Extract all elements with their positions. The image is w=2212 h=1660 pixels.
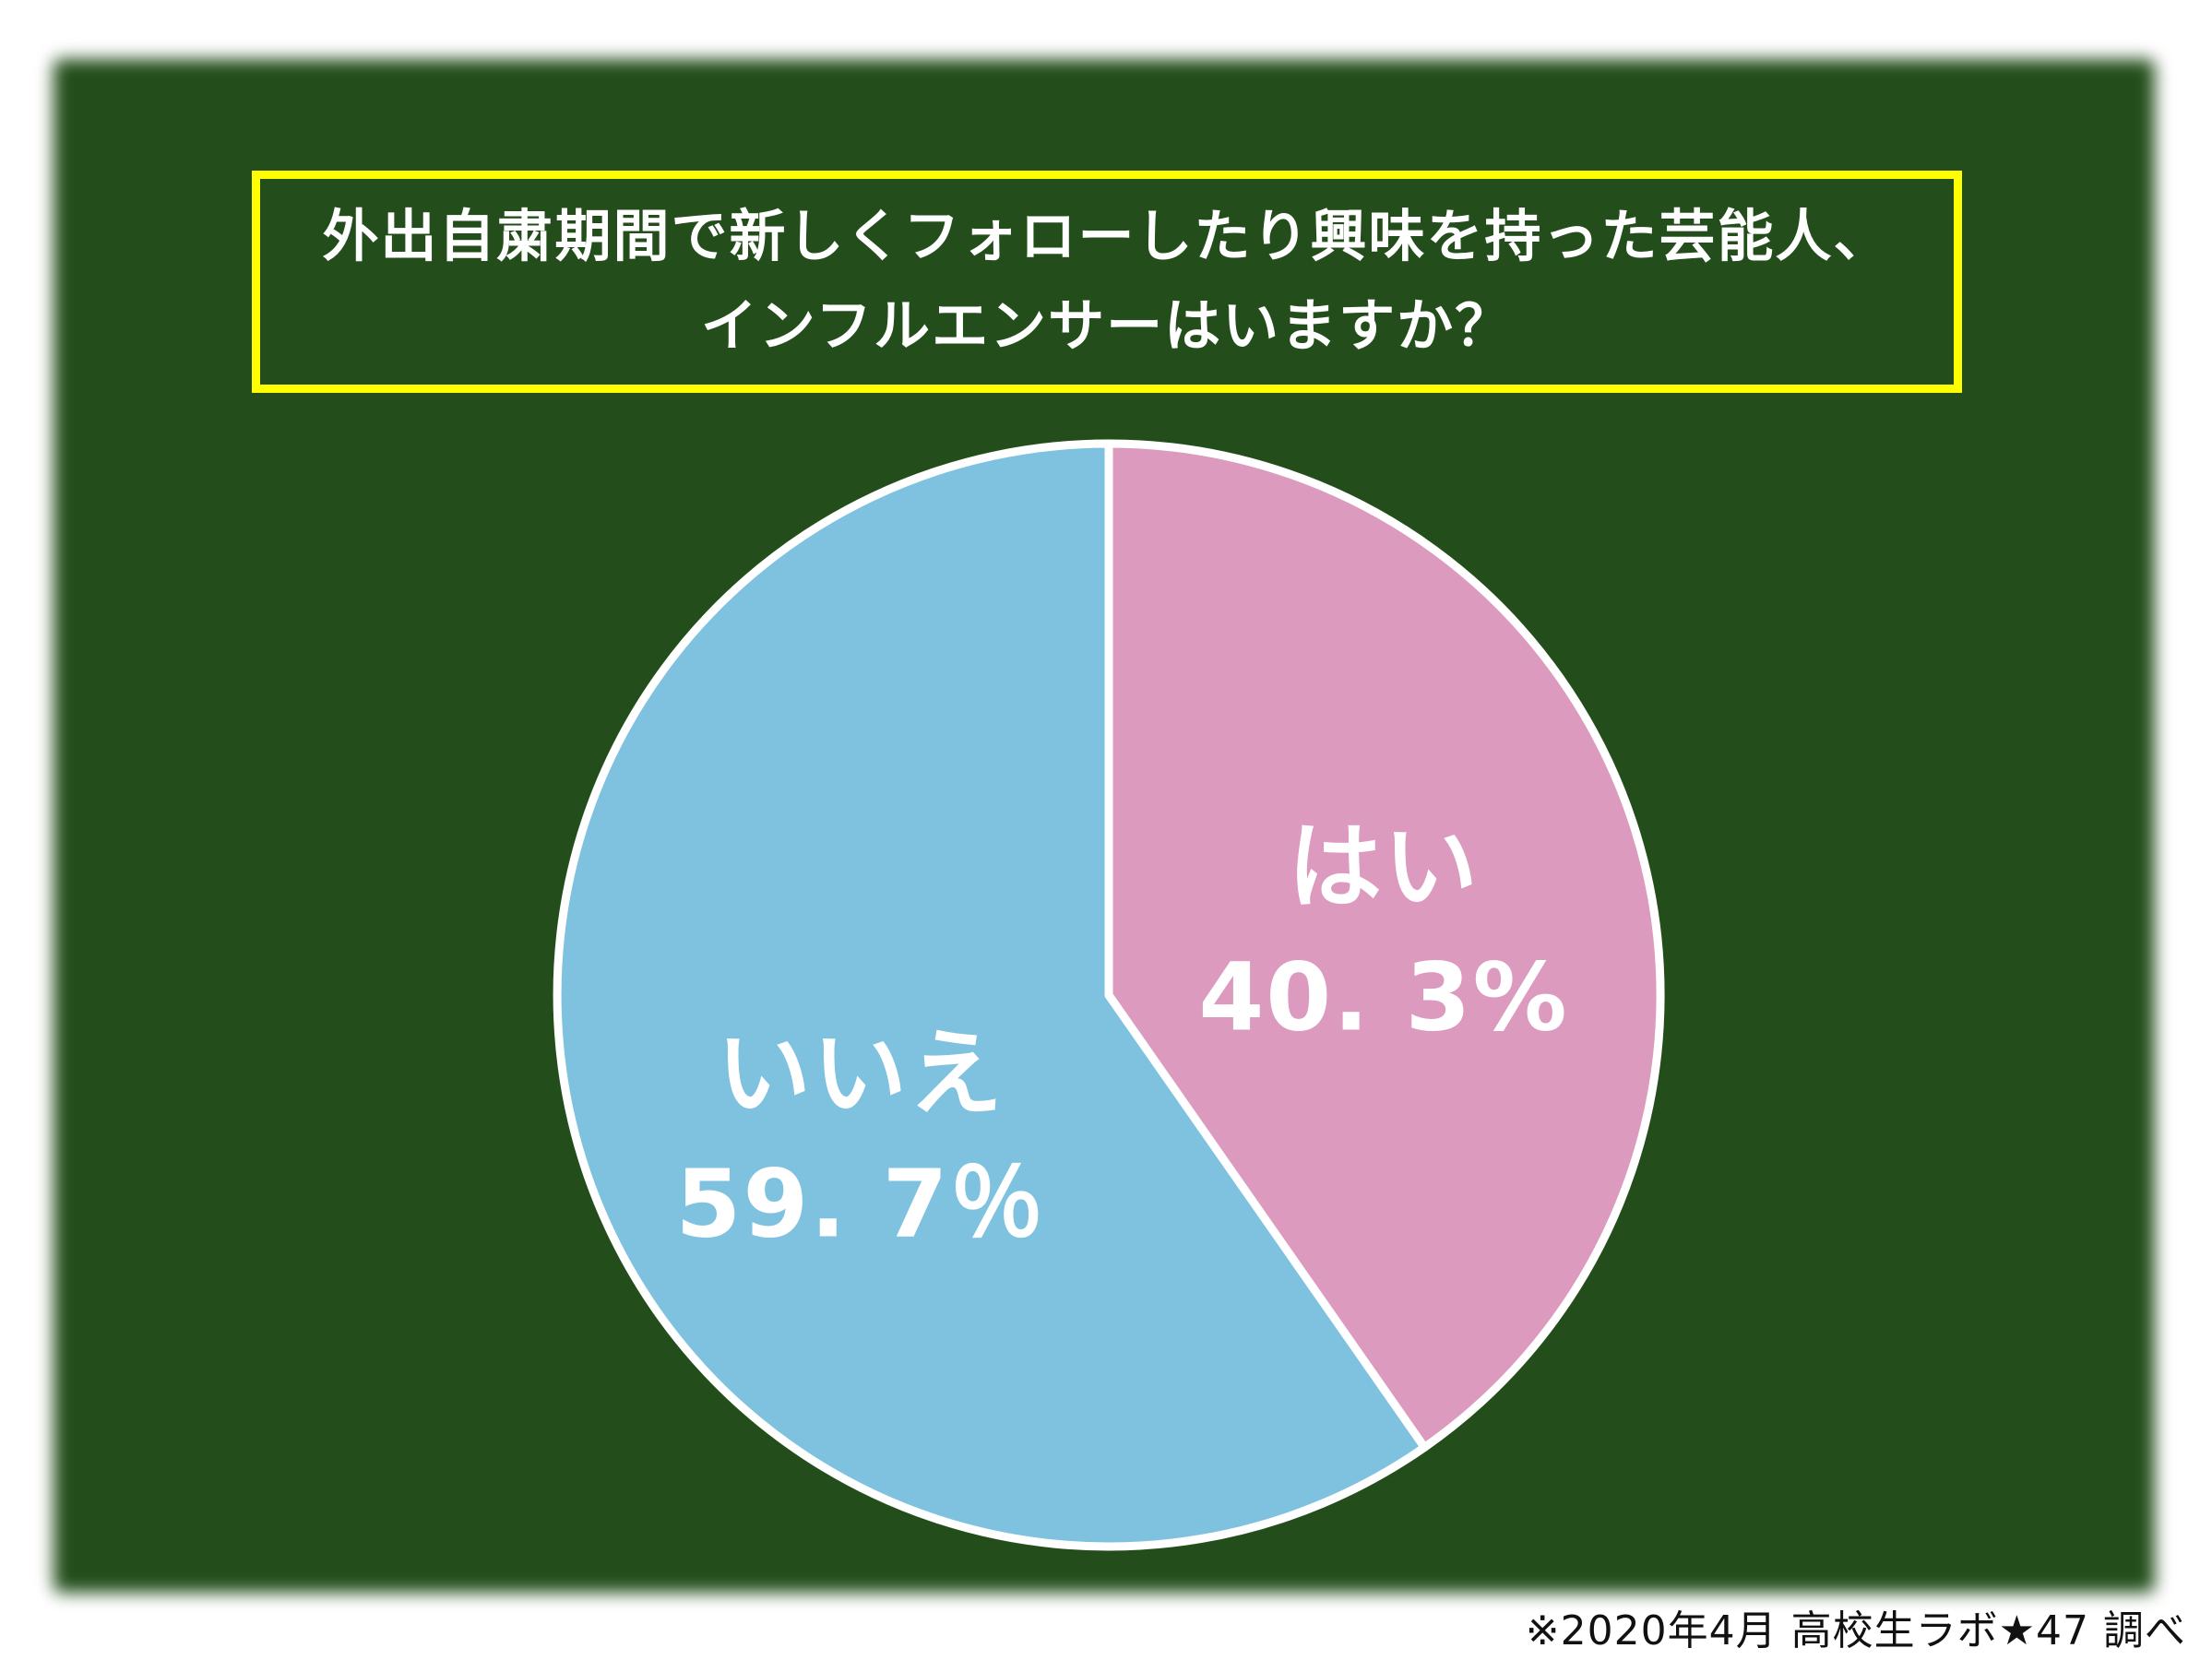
pie-label-no: いいえ 59. 7％: [675, 1010, 1045, 1270]
pie-label-yes-value: 40. 3%: [1198, 943, 1569, 1052]
pie-label-no-text: いいえ: [717, 1019, 1005, 1130]
pie-slice-yes: [1104, 439, 1665, 1452]
source-note: ※2020年4月 高校生ラボ★47 調べ: [1525, 1607, 2186, 1654]
pie-label-no-value: 59. 7％: [675, 1149, 1046, 1259]
pie-label-yes: はい 40. 3%: [1198, 803, 1568, 1063]
pie-slice-no: [553, 439, 1429, 1551]
title-box: 外出自粛期間で新しくフォローしたり興味を持った芸能人、 インフルエンサーはいます…: [252, 171, 1962, 393]
title-line-2: インフルエンサーはいますか？: [700, 292, 1514, 359]
title-line-1: 外出自粛期間で新しくフォローしたり興味を持った芸能人、: [322, 204, 1892, 270]
pie-label-yes-text: はい: [1288, 812, 1480, 923]
